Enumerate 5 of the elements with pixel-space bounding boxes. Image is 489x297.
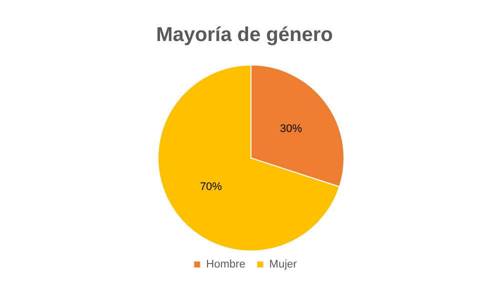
legend-label: Mujer (269, 258, 298, 270)
chart-title: Mayoría de género (156, 24, 333, 46)
legend-label: Hombre (206, 258, 246, 270)
data-label: 70% (200, 181, 222, 194)
data-label: 30% (280, 122, 302, 135)
